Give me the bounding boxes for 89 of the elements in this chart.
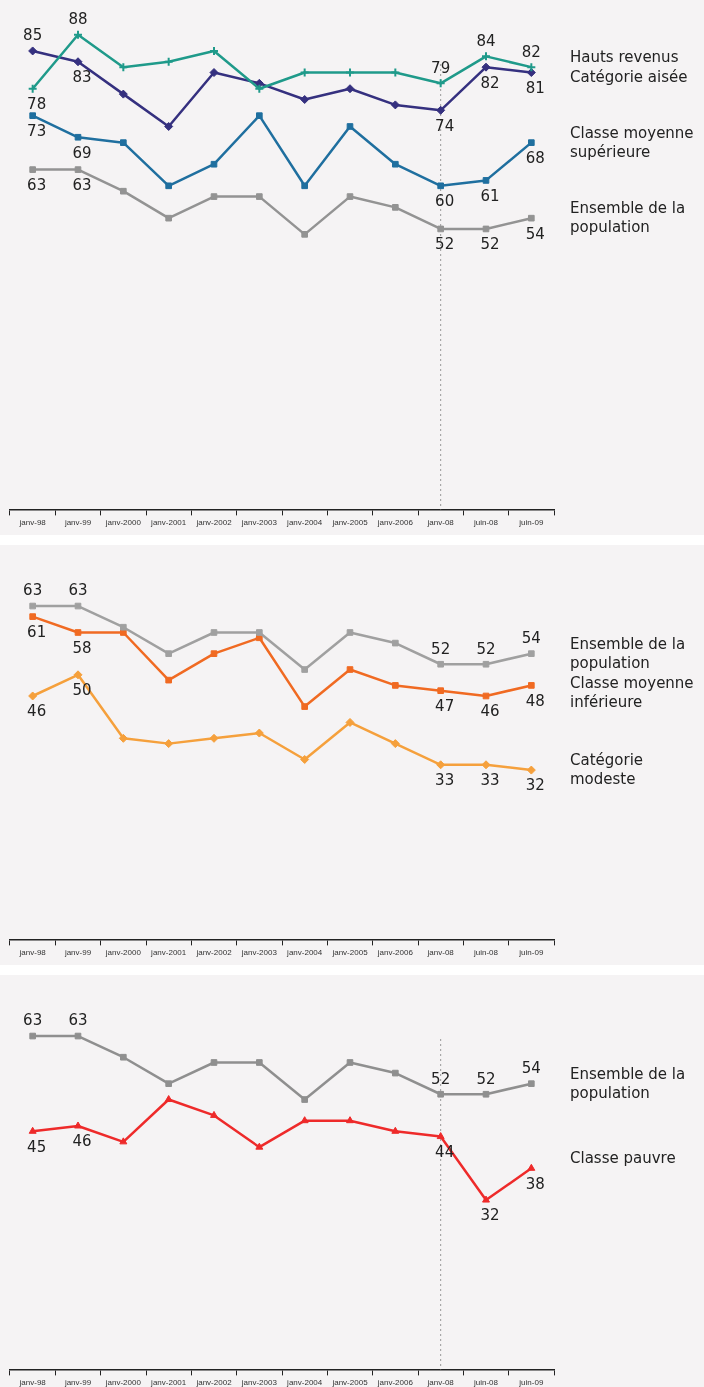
x-tick-label: janv-2006: [376, 948, 414, 958]
x-tick-label: janv-2004: [286, 518, 323, 528]
text: Catégorie modeste: [570, 750, 644, 788]
data-label: 68: [525, 149, 545, 168]
data-label: 52: [431, 639, 451, 658]
data-label: 63: [27, 176, 47, 195]
x-tick-label: janv-2003: [240, 948, 278, 958]
data-label: 63: [68, 581, 88, 600]
data-label: 61: [27, 623, 47, 642]
x-tick-label: janv-98: [18, 948, 47, 958]
x-tick-label: janv-2004: [286, 948, 323, 958]
x-tick-label: juin-08: [472, 1378, 499, 1387]
data-label: 63: [68, 1011, 88, 1030]
text: Catégorie aisée: [570, 68, 688, 87]
text: Classe pauvre: [570, 1149, 676, 1168]
x-tick-label: janv-2000: [104, 948, 142, 958]
text: Ensemble de la population: [570, 634, 686, 672]
data-label: 46: [72, 1132, 92, 1151]
text: Ensemble de la population: [570, 1064, 686, 1102]
x-tick-label: janv-2002: [195, 518, 233, 528]
x-tick-label: juin-08: [472, 948, 499, 958]
data-label: 61: [480, 186, 500, 205]
data-label: 60: [435, 192, 455, 211]
x-tick-label: juin-08: [472, 518, 499, 528]
data-label: 52: [480, 235, 500, 254]
data-label: 50: [72, 681, 92, 700]
data-label: 52: [431, 1069, 451, 1088]
x-tick-label: janv-2002: [195, 1378, 233, 1387]
x-tick-label: janv-2005: [331, 518, 369, 528]
data-label: 63: [23, 581, 43, 600]
data-label: 58: [72, 638, 92, 657]
data-label: 79: [431, 58, 451, 77]
data-label: 69: [72, 143, 92, 162]
data-label: 52: [476, 639, 496, 658]
x-tick-label: janv-08: [426, 518, 455, 528]
data-label: 52: [435, 235, 455, 254]
data-label: 63: [23, 1011, 43, 1030]
data-label: 88: [68, 10, 88, 29]
data-label: 45: [27, 1137, 47, 1156]
data-label: 47: [435, 697, 455, 716]
x-tick-label: janv-99: [63, 948, 92, 958]
data-label: 48: [525, 691, 545, 710]
data-label: 32: [525, 776, 545, 795]
x-tick-label: janv-2001: [150, 948, 187, 958]
data-label: 63: [72, 176, 92, 195]
data-label: 85: [23, 26, 43, 45]
data-label: 33: [480, 771, 500, 790]
x-tick-label: juin-09: [518, 518, 544, 528]
data-label: 78: [27, 95, 47, 114]
text: Classe moyenne supérieure: [570, 123, 694, 161]
x-tick-label: janv-2005: [331, 1378, 369, 1387]
data-label: 46: [27, 702, 47, 721]
x-tick-label: janv-08: [426, 1378, 455, 1387]
data-label: 54: [521, 1059, 541, 1078]
x-tick-label: janv-2006: [376, 1378, 414, 1387]
x-tick-label: juin-09: [518, 1378, 544, 1387]
data-label: 82: [480, 73, 500, 92]
x-tick-label: janv-2001: [150, 1378, 187, 1387]
x-tick-label: janv-98: [18, 1378, 47, 1387]
x-tick-label: janv-98: [18, 518, 47, 528]
data-label: 84: [476, 31, 496, 50]
data-label: 38: [525, 1174, 545, 1193]
text: Classe moyenne inférieure: [570, 673, 694, 711]
data-label: 81: [525, 78, 545, 97]
text: Ensemble de la population: [570, 199, 686, 237]
text: Hauts revenus: [570, 48, 679, 67]
x-tick-label: janv-2003: [240, 1378, 278, 1387]
data-label: 33: [435, 771, 455, 790]
data-label: 32: [480, 1206, 500, 1225]
x-tick-label: janv-2005: [331, 948, 369, 958]
x-tick-label: janv-08: [426, 948, 455, 958]
x-tick-label: janv-99: [63, 1378, 92, 1387]
data-label: 73: [27, 122, 47, 141]
data-label: 46: [480, 702, 500, 721]
x-tick-label: janv-2002: [195, 948, 233, 958]
data-label: 54: [521, 629, 541, 648]
data-label: 82: [521, 42, 541, 61]
data-label: 54: [525, 224, 545, 243]
x-tick-label: janv-2004: [286, 1378, 323, 1387]
data-label: 74: [435, 116, 455, 135]
x-tick-label: janv-2001: [150, 518, 187, 528]
x-tick-label: janv-2006: [376, 518, 414, 528]
x-tick-label: janv-2000: [104, 1378, 142, 1387]
x-tick-label: janv-99: [63, 518, 92, 528]
x-tick-label: janv-2003: [240, 518, 278, 528]
x-tick-label: janv-2000: [104, 518, 142, 528]
x-tick-label: juin-09: [518, 948, 544, 958]
data-label: 83: [72, 68, 92, 87]
data-label: 52: [476, 1069, 496, 1088]
